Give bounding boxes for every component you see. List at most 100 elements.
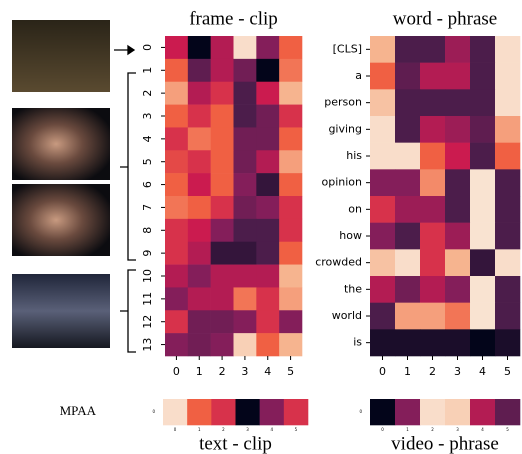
heatmap-cell [188, 265, 211, 288]
x-tick-label: 0 [379, 365, 386, 378]
heatmap-cell [445, 196, 470, 223]
heatmap-cell [395, 329, 420, 356]
heatmap-cell [279, 287, 302, 310]
heatmap-cell [211, 265, 234, 288]
heatmap-cell [279, 82, 302, 105]
heatmap-cell [420, 329, 445, 356]
heatmap-cell [370, 36, 395, 63]
chart-title: video - phrase [391, 433, 499, 454]
x-tick-label: 1 [196, 365, 203, 378]
heatmap-cell [279, 196, 302, 219]
heatmap-cell [234, 219, 257, 242]
heatmap-cell [470, 36, 495, 63]
heatmap-cell [279, 173, 302, 196]
heatmap-cell [211, 399, 235, 425]
heatmap-cell [256, 333, 279, 356]
x-tick-label: 4 [481, 427, 484, 432]
x-tick-label: 4 [264, 365, 271, 378]
y-tick-label: 0 [141, 44, 154, 51]
y-tick-label: the [344, 282, 362, 295]
heatmap-cell [211, 105, 234, 128]
y-tick-label: 4 [141, 135, 154, 142]
heatmap-cell [395, 223, 420, 250]
heatmap-cell [495, 303, 520, 330]
heatmap-cell [165, 333, 188, 356]
heatmap-cell [370, 169, 395, 196]
heatmap-cell [470, 399, 495, 425]
heatmap-cell [370, 143, 395, 170]
heatmap-cell [256, 173, 279, 196]
heatmap-cell [234, 150, 257, 173]
heatmap-cell [256, 59, 279, 82]
heatmap-cell [165, 82, 188, 105]
heatmap-cell [445, 223, 470, 250]
heatmap-cell [445, 36, 470, 63]
figure: MPAA frame - clip01234501234567891011121… [0, 0, 522, 454]
heatmap-cell [236, 399, 260, 425]
heatmap-cell [445, 276, 470, 303]
heatmap-cell [279, 150, 302, 173]
heatmap-cell [188, 36, 211, 59]
heatmap-cell [234, 82, 257, 105]
y-tick-label: 8 [141, 227, 154, 234]
heatmap-cell [420, 196, 445, 223]
brackets [114, 46, 136, 352]
x-tick-label: 0 [174, 427, 177, 432]
heatmap-cell [370, 399, 395, 425]
heatmap-cell [370, 223, 395, 250]
x-tick-label: 5 [504, 365, 511, 378]
heatmap-cell [279, 36, 302, 59]
heatmap-cell [445, 249, 470, 276]
y-tick-label: 7 [141, 204, 154, 211]
heatmap-cell [420, 399, 445, 425]
heatmap-cell [420, 303, 445, 330]
heatmap-cell [234, 265, 257, 288]
y-tick-label: 3 [141, 113, 154, 120]
chart-title: text - clip [199, 433, 272, 454]
heatmap-cell [211, 196, 234, 219]
heatmap-cell [256, 105, 279, 128]
heatmap-cell [279, 265, 302, 288]
heatmap-cell [420, 36, 445, 63]
chart-title: frame - clip [189, 8, 278, 29]
heatmap-cell [234, 105, 257, 128]
heatmap-cell [420, 223, 445, 250]
heatmap-cell [470, 116, 495, 143]
heatmap-cell [470, 143, 495, 170]
heatmap-cell [188, 310, 211, 333]
heatmap-cell [187, 399, 211, 425]
heatmap-cell [234, 310, 257, 333]
x-tick-label: 2 [431, 427, 434, 432]
y-tick-label: how [339, 229, 362, 242]
heatmap-cell [211, 82, 234, 105]
y-tick-label: his [346, 149, 362, 162]
y-tick-label: 10 [141, 269, 154, 283]
x-tick-label: 0 [381, 427, 384, 432]
heatmap-cell [234, 242, 257, 265]
heatmap-cell [260, 399, 284, 425]
heatmap-cell [370, 303, 395, 330]
heatmap-cell [188, 219, 211, 242]
heatmap-cell [420, 116, 445, 143]
heatmap-cell [165, 59, 188, 82]
y-tick-label: giving [328, 122, 362, 135]
heatmap-cell [256, 150, 279, 173]
heatmap-cell [495, 169, 520, 196]
heatmap-cell [234, 196, 257, 219]
heatmap-cell [211, 36, 234, 59]
heatmap-cell [188, 287, 211, 310]
heatmap-cell [445, 89, 470, 116]
heatmap-cell [256, 287, 279, 310]
heatmap-cell [495, 223, 520, 250]
heatmap-cell [284, 399, 308, 425]
heatmap-cell [256, 310, 279, 333]
heatmap-cell [211, 333, 234, 356]
heatmap-cell [495, 116, 520, 143]
heatmap-cell [188, 196, 211, 219]
heatmap-cell [395, 89, 420, 116]
heatmap-cell [279, 105, 302, 128]
heatmap-cell [470, 329, 495, 356]
heatmap-cell [370, 196, 395, 223]
heatmap-cell [420, 143, 445, 170]
heatmap-cell [234, 36, 257, 59]
